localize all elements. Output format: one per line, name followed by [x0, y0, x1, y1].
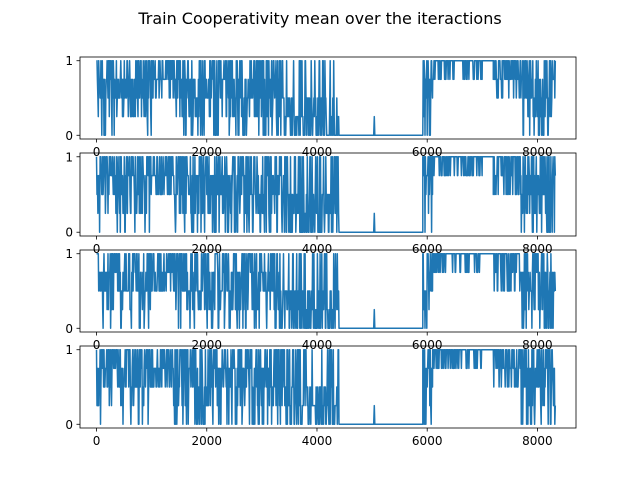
subplot-4: 0 2000 4000 6000 8000 0 1 — [65, 343, 577, 448]
x-tick-label: 4000 — [302, 434, 333, 448]
x-tick-label: 4000 — [302, 338, 333, 352]
y-tick-label: 1 — [65, 150, 73, 164]
y-tick-label: 0 — [65, 226, 73, 240]
x-tick-label: 8000 — [522, 242, 553, 256]
x-tick-label: 2000 — [191, 242, 222, 256]
x-tick-label: 2000 — [191, 338, 222, 352]
y-tick-label: 1 — [65, 247, 73, 261]
axes-frame — [79, 249, 577, 333]
series-line — [96, 252, 557, 330]
x-tick-label: 2000 — [191, 434, 222, 448]
series-line — [95, 348, 557, 426]
x-tick-label: 6000 — [412, 242, 443, 256]
x-tick-label: 8000 — [522, 145, 553, 159]
y-tick-label: 0 — [65, 418, 73, 432]
x-tick-label: 4000 — [302, 242, 333, 256]
x-tick-label: 6000 — [412, 145, 443, 159]
axes-frame — [79, 56, 577, 140]
subplot-1: 0 2000 4000 6000 8000 0 1 — [65, 54, 577, 159]
x-tick-label: 0 — [93, 145, 101, 159]
x-tick-label: 4000 — [302, 145, 333, 159]
x-tick-label: 8000 — [522, 434, 553, 448]
y-tick-label: 0 — [65, 322, 73, 336]
x-tick-label: 6000 — [412, 338, 443, 352]
x-tick-label: 0 — [93, 434, 101, 448]
series-line — [95, 156, 557, 233]
x-tick-label: 8000 — [522, 338, 553, 352]
y-tick-label: 1 — [65, 343, 73, 357]
x-tick-label: 0 — [93, 338, 101, 352]
x-tick-label: 0 — [93, 242, 101, 256]
axes-frame — [79, 152, 577, 237]
figure-title: Train Cooperativity mean over the iterac… — [137, 9, 501, 28]
series-line — [96, 59, 557, 137]
x-tick-label: 6000 — [412, 434, 443, 448]
subplot-2: 0 2000 4000 6000 8000 0 1 — [65, 150, 577, 256]
y-tick-label: 0 — [65, 129, 73, 143]
subplots: 0 2000 4000 6000 8000 0 1 0 2000 4000 6000 8000 0 1 0 2… — [65, 54, 577, 448]
axes-frame — [79, 345, 577, 429]
x-tick-label: 2000 — [191, 145, 222, 159]
y-tick-label: 1 — [65, 54, 73, 68]
subplot-3: 0 2000 4000 6000 8000 0 1 — [65, 247, 577, 352]
